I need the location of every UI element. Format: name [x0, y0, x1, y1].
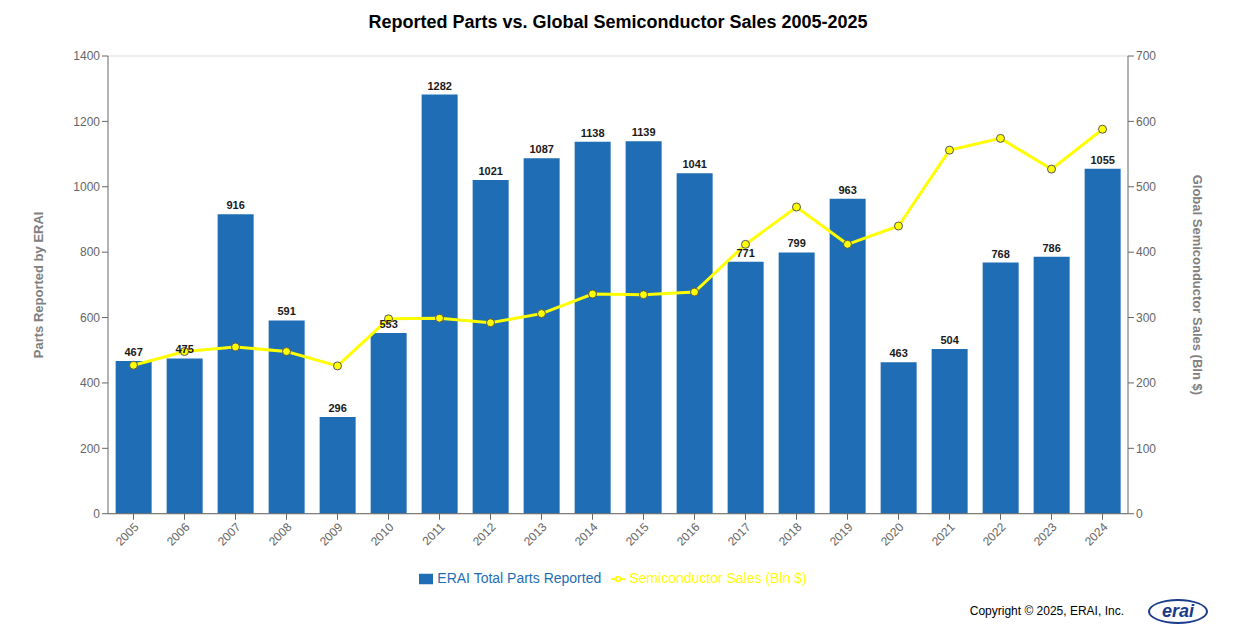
svg-text:553: 553: [379, 318, 397, 330]
svg-text:2021: 2021: [929, 520, 958, 549]
svg-text:2020: 2020: [878, 520, 907, 549]
svg-text:1021: 1021: [478, 165, 502, 177]
svg-text:2018: 2018: [776, 520, 805, 549]
svg-text:2024: 2024: [1082, 520, 1111, 549]
svg-text:591: 591: [277, 305, 295, 317]
svg-text:2023: 2023: [1031, 520, 1060, 549]
svg-text:2007: 2007: [215, 520, 244, 549]
html-text:Copyright © 2025, ERAI, Inc.: Copyright © 2025, ERAI, Inc.: [969, 604, 1124, 618]
svg-text:1282: 1282: [427, 80, 451, 92]
html-text:ERAI Total Parts Reported: ERAI Total Parts Reported: [437, 569, 602, 586]
svg-text:1087: 1087: [529, 143, 553, 155]
svg-text:300: 300: [1136, 311, 1156, 325]
html-text:erai: erai: [1162, 600, 1194, 621]
svg-text:2016: 2016: [674, 520, 703, 549]
svg-text:600: 600: [1136, 115, 1156, 129]
svg-text:Parts Reported by ERAI: Parts Reported by ERAI: [31, 212, 46, 359]
svg-text:1200: 1200: [73, 115, 100, 129]
svg-text:0: 0: [93, 507, 100, 521]
svg-text:1041: 1041: [682, 158, 706, 170]
svg-text:1000: 1000: [73, 180, 100, 194]
svg-text:475: 475: [175, 343, 193, 355]
svg-text:2013: 2013: [521, 520, 550, 549]
svg-text:296: 296: [328, 402, 346, 414]
svg-text:799: 799: [787, 237, 805, 249]
svg-text:1055: 1055: [1090, 154, 1114, 166]
svg-text:700: 700: [1136, 49, 1156, 63]
svg-text:2022: 2022: [980, 520, 1009, 549]
svg-text:786: 786: [1042, 242, 1060, 254]
svg-text:2014: 2014: [572, 520, 601, 549]
svg-text:2005: 2005: [113, 520, 142, 549]
svg-text:504: 504: [940, 334, 959, 346]
svg-text:1138: 1138: [581, 127, 605, 139]
svg-text:2010: 2010: [368, 520, 397, 549]
svg-text:916: 916: [226, 199, 244, 211]
svg-text:800: 800: [80, 245, 100, 259]
html-text:Reported Parts vs. Global Semi: Reported Parts vs. Global Semiconductor …: [368, 12, 868, 32]
svg-text:2017: 2017: [725, 520, 754, 549]
svg-text:2011: 2011: [419, 520, 447, 548]
svg-text:467: 467: [124, 346, 142, 358]
svg-text:771: 771: [736, 247, 754, 259]
svg-text:2006: 2006: [164, 520, 193, 549]
svg-text:463: 463: [889, 347, 907, 359]
svg-text:200: 200: [1136, 376, 1156, 390]
svg-text:400: 400: [1136, 245, 1156, 259]
svg-text:2012: 2012: [470, 520, 499, 549]
svg-text:2019: 2019: [827, 520, 856, 549]
svg-text:200: 200: [80, 442, 100, 456]
svg-text:600: 600: [80, 311, 100, 325]
svg-text:1400: 1400: [73, 49, 100, 63]
svg-text:0: 0: [1136, 507, 1143, 521]
svg-text:1139: 1139: [632, 126, 656, 138]
svg-text:2009: 2009: [317, 520, 346, 549]
svg-text:100: 100: [1136, 442, 1156, 456]
svg-text:768: 768: [991, 248, 1009, 260]
svg-text:2008: 2008: [266, 520, 295, 549]
svg-text:Global Semiconductor Sales (Bl: Global Semiconductor Sales (Bln $): [1190, 175, 1205, 395]
svg-text:2015: 2015: [623, 520, 652, 549]
svg-text:500: 500: [1136, 180, 1156, 194]
html-text:Semiconductor Sales (Bln $): Semiconductor Sales (Bln $): [629, 569, 807, 586]
svg-text:963: 963: [838, 184, 856, 196]
svg-text:400: 400: [80, 376, 100, 390]
